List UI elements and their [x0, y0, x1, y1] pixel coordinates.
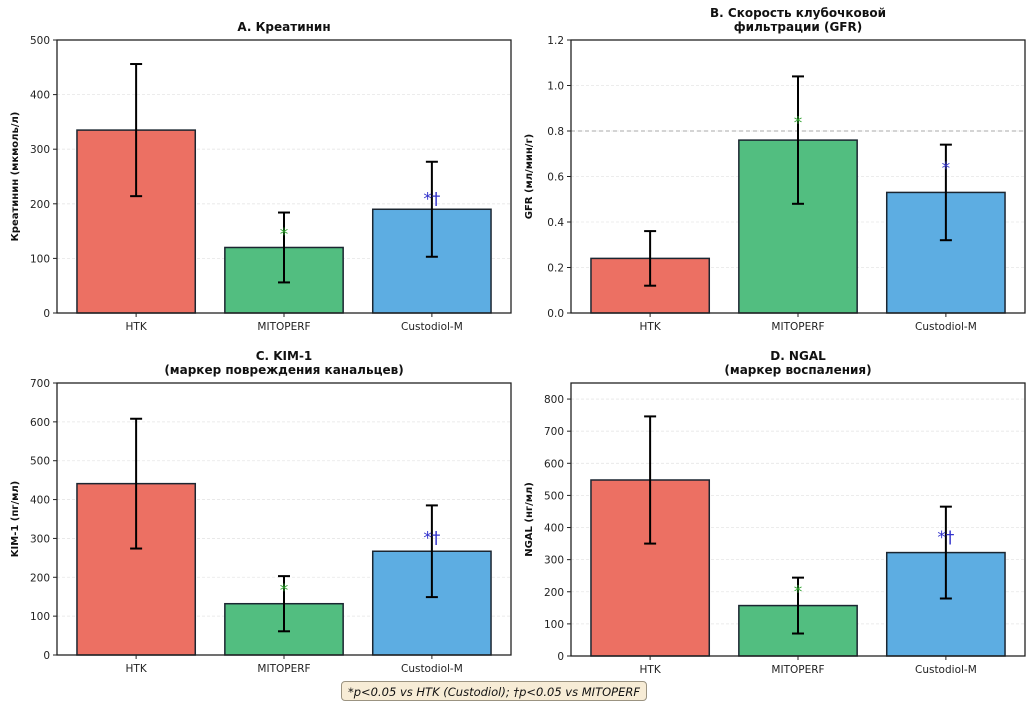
- y-tick-label: 300: [30, 144, 50, 156]
- x-tick-label: MITOPERF: [257, 663, 310, 675]
- x-tick-label: Custodiol-M: [401, 321, 463, 333]
- x-tick-label: MITOPERF: [257, 321, 310, 333]
- significance-marker: *: [794, 114, 803, 134]
- x-tick-label: HTK: [640, 321, 662, 333]
- y-tick-label: 100: [544, 619, 564, 631]
- y-tick-label: 400: [30, 90, 50, 102]
- y-tick-label: 200: [544, 587, 564, 599]
- significance-marker: *: [280, 581, 289, 601]
- significance-marker: *†: [423, 190, 441, 210]
- error-bar-mitoperf: [278, 211, 290, 284]
- y-tick-label: 100: [30, 253, 50, 265]
- x-tick-label: Custodiol-M: [401, 663, 463, 675]
- chart-panel-d: * *† 0 100 200 300 400 500 600 700 800 HTK MITOPERF C…: [524, 349, 1026, 676]
- x-tick-label: MITOPERF: [771, 321, 824, 333]
- y-axis-label: GFR (мл/мин/г): [524, 134, 535, 219]
- x-tick-label: Custodiol-M: [915, 664, 977, 676]
- y-axis-label: Креатинин (мкмоль/л): [10, 112, 21, 242]
- y-tick-label: 400: [30, 495, 50, 507]
- chart-title: (маркер воспаления): [724, 363, 871, 377]
- x-tick-label: Custodiol-M: [915, 321, 977, 333]
- significance-marker: *†: [423, 529, 441, 549]
- error-bar-custodiol-m: [939, 143, 952, 242]
- y-tick-label: 0.6: [547, 172, 564, 184]
- y-axis-label: NGAL (нг/мл): [524, 482, 535, 557]
- error-bar-mitoperf: [792, 576, 804, 635]
- y-tick-label: 1.2: [547, 35, 564, 47]
- y-tick-label: 800: [544, 394, 564, 406]
- error-bar-mitoperf: [278, 575, 290, 633]
- significance-marker: *: [942, 159, 951, 179]
- y-tick-label: 400: [544, 523, 564, 535]
- y-tick-label: 0: [43, 308, 50, 320]
- y-tick-label: 0.2: [547, 263, 564, 275]
- chart-title: B. Скорость клубочковой: [710, 6, 886, 20]
- x-tick-label: HTK: [126, 663, 148, 675]
- error-bar-custodiol-m: [425, 160, 438, 258]
- significance-marker: *†: [937, 528, 955, 548]
- y-tick-label: 700: [30, 378, 50, 390]
- chart-title: A. Креатинин: [237, 20, 330, 34]
- y-tick-label: 200: [30, 199, 50, 211]
- y-axis-label: KIM-1 (пг/мл): [10, 481, 21, 557]
- y-tick-label: 1.0: [547, 81, 564, 93]
- y-tick-label: 600: [544, 458, 564, 470]
- y-tick-label: 700: [544, 426, 564, 438]
- y-tick-label: 100: [30, 611, 50, 623]
- y-tick-label: 500: [30, 35, 50, 47]
- x-tick-label: HTK: [126, 321, 148, 333]
- significance-marker: *: [280, 225, 289, 245]
- y-tick-label: 600: [30, 417, 50, 429]
- x-tick-label: MITOPERF: [771, 664, 824, 676]
- error-bar-htk: [130, 63, 143, 198]
- y-tick-label: 0.8: [547, 126, 564, 138]
- error-bar-htk: [644, 230, 657, 287]
- error-bar-mitoperf: [792, 75, 804, 205]
- x-tick-label: HTK: [640, 664, 662, 676]
- y-tick-label: 500: [544, 490, 564, 502]
- chart-title: фильтрации (GFR): [734, 20, 862, 34]
- y-tick-label: 0: [43, 650, 50, 662]
- y-tick-label: 0.4: [547, 217, 564, 229]
- y-tick-label: 500: [30, 456, 50, 468]
- error-bar-htk: [130, 417, 143, 550]
- chart-title: D. NGAL: [770, 349, 826, 363]
- y-tick-label: 300: [30, 533, 50, 545]
- error-bar-custodiol-m: [425, 504, 438, 599]
- chart-title: (маркер повреждения канальцев): [164, 363, 403, 377]
- chart-panel-a: * *† 0 100 200 300 400 500 HTK MITOPERF Custodiol-…: [10, 20, 512, 333]
- y-tick-label: 0: [557, 651, 564, 663]
- chart-panel-b: * * 0.0 0.2 0.4 0.6 0.8 1.0 1.2 HTK MITOPERF Custod…: [524, 6, 1026, 333]
- y-tick-label: 200: [30, 572, 50, 584]
- significance-marker: *: [794, 583, 803, 603]
- y-tick-label: 300: [544, 555, 564, 567]
- y-tick-label: 0.0: [547, 308, 564, 320]
- significance-footnote: *p<0.05 vs HTK (Custodiol); †p<0.05 vs M…: [341, 681, 647, 701]
- chart-title: C. KIM-1: [256, 349, 313, 363]
- chart-panel-c: * *† 0 100 200 300 400 500 600 700 HTK MITOPERF Cust…: [10, 349, 512, 675]
- error-bar-custodiol-m: [939, 505, 952, 600]
- error-bar-htk: [644, 415, 657, 545]
